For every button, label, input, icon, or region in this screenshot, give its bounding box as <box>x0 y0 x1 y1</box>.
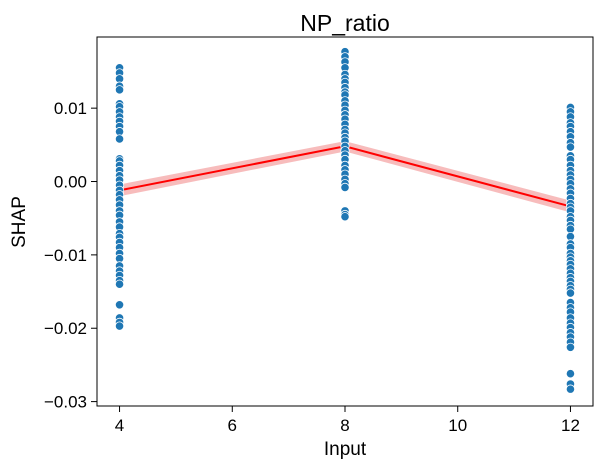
y-tick-label: −0.01 <box>44 246 87 265</box>
scatter-point <box>114 279 125 289</box>
scatter-point <box>340 182 350 192</box>
x-tick-label: 10 <box>448 416 467 435</box>
y-tick-label: −0.03 <box>44 393 87 412</box>
scatter-point <box>114 134 125 144</box>
scatter-point <box>565 342 576 352</box>
y-axis-label: SHAP <box>9 196 30 248</box>
y-tick-label: −0.02 <box>44 319 87 338</box>
scatter-point <box>340 212 350 222</box>
confidence-band <box>119 141 571 213</box>
x-tick-label: 6 <box>228 416 237 435</box>
x-axis-label: Input <box>324 439 367 460</box>
scatter-point <box>114 85 125 95</box>
x-tick-label: 8 <box>340 416 349 435</box>
scatter-points-layer <box>114 47 576 394</box>
scatter-point <box>565 369 576 379</box>
scatter-point <box>565 288 576 298</box>
scatter-point <box>565 384 576 394</box>
scatter-point <box>114 321 125 331</box>
confidence-band-layer <box>119 141 571 213</box>
x-axis-ticks: 4 6 8 10 12 <box>115 406 580 435</box>
scatter-point <box>565 142 576 152</box>
y-axis-ticks: −0.03 −0.02 −0.01 0.00 0.01 <box>44 99 97 412</box>
y-tick-label: 0.01 <box>54 99 87 118</box>
x-tick-label: 4 <box>115 416 124 435</box>
x-tick-label: 12 <box>561 416 580 435</box>
y-tick-label: 0.00 <box>54 173 87 192</box>
chart-title: NP_ratio <box>300 10 389 36</box>
scatter-point <box>114 300 125 310</box>
